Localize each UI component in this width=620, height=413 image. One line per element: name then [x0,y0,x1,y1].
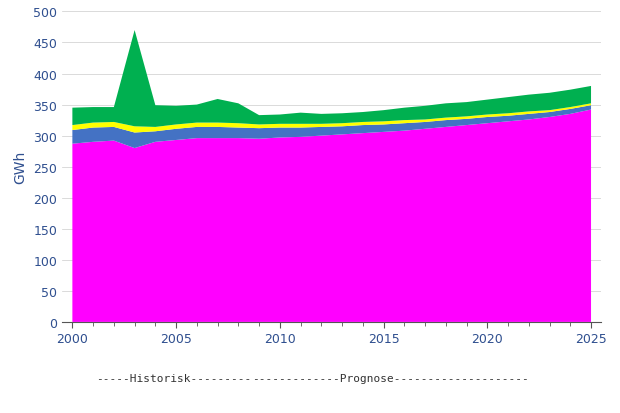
Text: -----Historisk---------: -----Historisk--------- [96,373,251,383]
Legend: Elektrisitet, Petroleum, Gass, Biobrensel: Elektrisitet, Petroleum, Gass, Biobrense… [123,409,541,413]
Text: -------------Prognose--------------------: -------------Prognose-------------------… [252,373,529,383]
Y-axis label: GWh: GWh [14,151,27,184]
